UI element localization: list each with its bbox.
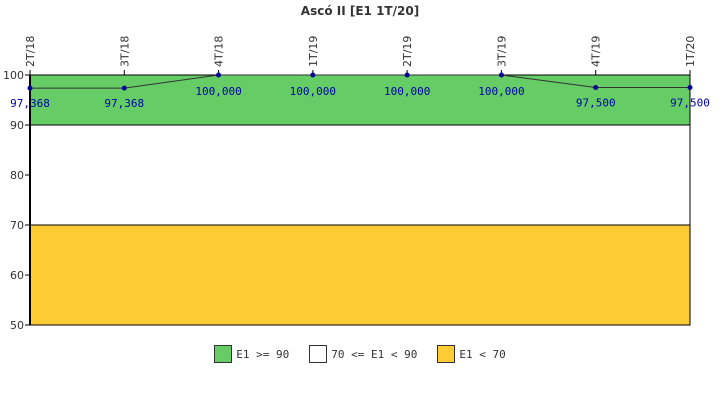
legend-label-low: E1 < 70 bbox=[459, 347, 506, 361]
data-label: 100,000 bbox=[384, 85, 430, 98]
legend-item-low: E1 < 70 bbox=[437, 345, 506, 363]
data-point bbox=[404, 72, 410, 78]
x-tick-label: 2T/18 bbox=[24, 36, 37, 67]
data-point bbox=[593, 85, 599, 90]
legend-swatch-mid bbox=[309, 345, 328, 363]
series-line: 97,368 97,368 100,000 100,000 100,000 100,000… bbox=[10, 72, 710, 110]
chart-title: Ascó II [E1 1T/20] bbox=[301, 4, 419, 18]
threshold-bands bbox=[29, 74, 691, 326]
data-point bbox=[498, 72, 504, 78]
data-label: 97,368 bbox=[10, 97, 50, 110]
x-axis: 2T/18 3T/18 4T/18 1T/19 2T/19 3T/19 4T/19 1T/20 bbox=[24, 36, 697, 75]
band-0 bbox=[29, 74, 691, 126]
series-polyline bbox=[30, 74, 690, 89]
legend-item-mid: 70 <= E1 < 90 bbox=[309, 345, 417, 363]
y-tick-label: 100 bbox=[3, 69, 24, 82]
data-label: 97,500 bbox=[670, 97, 710, 110]
y-tick-label: 80 bbox=[10, 169, 24, 182]
y-tick-label: 60 bbox=[10, 269, 24, 282]
band-1 bbox=[29, 124, 691, 226]
data-point bbox=[216, 72, 222, 78]
legend-label-high: E1 >= 90 bbox=[236, 347, 290, 361]
y-axis: 50 60 70 80 90 100 bbox=[3, 69, 31, 332]
legend-swatch-high bbox=[214, 345, 233, 363]
band-2 bbox=[29, 224, 691, 326]
y-tick-label: 50 bbox=[10, 319, 24, 332]
y-tick-label: 90 bbox=[10, 119, 24, 132]
legend: E1 >= 90 70 <= E1 < 90 E1 < 70 bbox=[0, 345, 720, 363]
data-point bbox=[687, 85, 693, 90]
x-tick-label: 1T/20 bbox=[684, 36, 697, 67]
data-label: 97,368 bbox=[104, 97, 144, 110]
data-point bbox=[121, 85, 127, 91]
data-point bbox=[310, 72, 316, 78]
x-tick-label: 4T/18 bbox=[213, 36, 226, 67]
data-label: 100,000 bbox=[195, 85, 241, 98]
x-tick-label: 3T/18 bbox=[118, 36, 131, 67]
y-tick-label: 70 bbox=[10, 219, 24, 232]
x-tick-label: 1T/19 bbox=[307, 36, 320, 67]
x-tick-label: 4T/19 bbox=[590, 36, 603, 67]
data-point bbox=[27, 85, 33, 91]
legend-label-mid: 70 <= E1 < 90 bbox=[331, 347, 418, 361]
legend-swatch-low bbox=[437, 345, 456, 363]
data-label: 100,000 bbox=[290, 85, 336, 98]
x-tick-label: 3T/19 bbox=[495, 36, 508, 67]
data-label: 100,000 bbox=[478, 85, 524, 98]
data-label: 97,500 bbox=[576, 97, 616, 110]
x-tick-label: 2T/19 bbox=[401, 36, 414, 67]
legend-item-high: E1 >= 90 bbox=[214, 345, 289, 363]
